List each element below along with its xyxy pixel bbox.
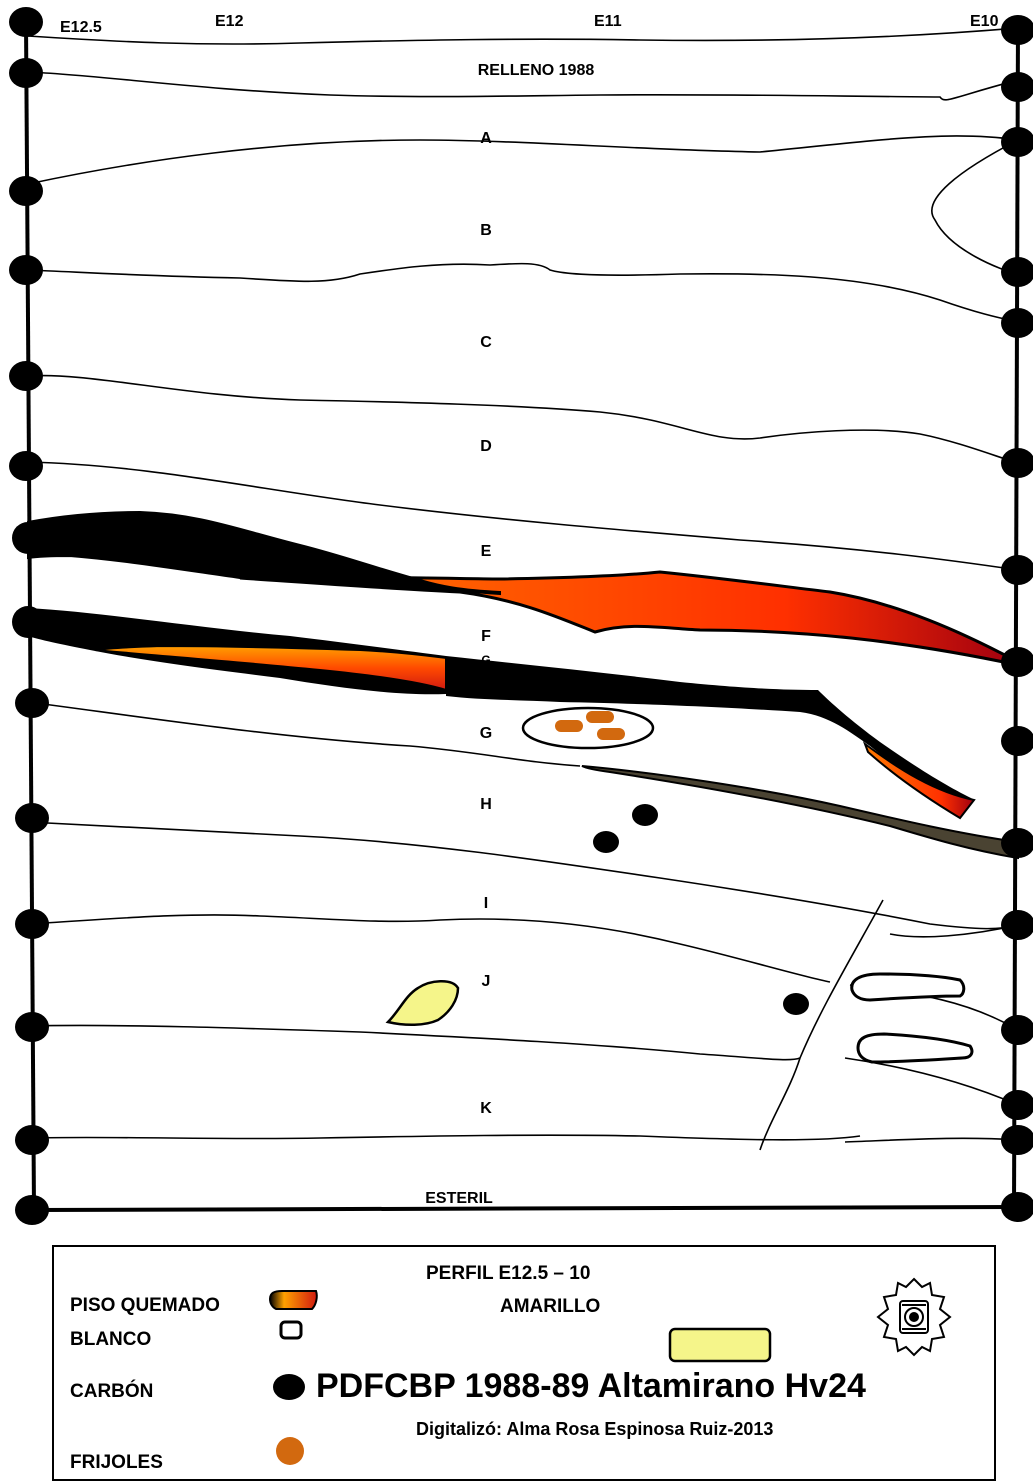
survey-points <box>9 7 1033 1225</box>
profile-drawing: E12.5 E12 E11 E10 RELLENO 1988 A B C D E… <box>9 7 1033 1225</box>
legend-label-amarillo: AMARILLO <box>500 1296 601 1317</box>
swatch-piso-quemado <box>268 1290 318 1310</box>
legend-label-piso-quemado: PISO QUEMADO <box>70 1295 220 1316</box>
layer-label-g-small: G <box>481 653 490 667</box>
yellow-patch <box>385 980 460 1026</box>
legend-label-carbon: CARBÓN <box>70 1381 154 1402</box>
swatch-amarillo <box>668 1327 772 1363</box>
legend-label-blanco: BLANCO <box>70 1329 152 1350</box>
grid-label-e12: E12 <box>215 13 244 30</box>
layer-label-b: B <box>480 222 492 239</box>
layer-label-j: J <box>482 973 491 990</box>
layer-label-h: H <box>480 796 492 813</box>
grid-label-e11: E11 <box>594 13 622 30</box>
layer-label-relleno: RELLENO 1988 <box>478 62 595 79</box>
layer-label-d: D <box>480 438 492 455</box>
layer-label-g: G <box>480 725 492 742</box>
legend-title: PERFIL E12.5 – 10 <box>426 1263 591 1284</box>
swatch-carbon <box>273 1374 305 1400</box>
swatch-blanco <box>279 1320 303 1340</box>
layer-label-a: A <box>480 130 492 147</box>
main-title: PDFCBP 1988-89 Altamirano Hv24 <box>316 1367 866 1405</box>
emblem-icon <box>876 1277 952 1357</box>
beans-cluster <box>521 706 655 750</box>
layer-label-f: F <box>481 628 491 645</box>
white-patches <box>850 972 974 1064</box>
legend: PERFIL E12.5 – 10 PISO QUEMADO AMARILLO … <box>52 1245 996 1481</box>
layer-label-k: K <box>480 1100 492 1117</box>
layer-label-esteril: ESTERIL <box>425 1190 493 1207</box>
swatch-frijoles <box>276 1437 304 1465</box>
credit-line: Digitalizó: Alma Rosa Espinosa Ruiz-2013 <box>416 1419 774 1439</box>
dark-lens <box>581 765 1019 860</box>
layer-label-e: E <box>481 543 492 560</box>
burnt-floor-lower <box>12 606 976 820</box>
grid-label-e12-5: E12.5 <box>60 19 102 36</box>
layer-label-i: I <box>484 895 488 912</box>
charcoal-dots <box>593 804 809 1015</box>
layer-label-c: C <box>480 334 492 351</box>
legend-label-frijoles: FRIJOLES <box>70 1452 163 1473</box>
grid-label-e10: E10 <box>970 13 999 30</box>
